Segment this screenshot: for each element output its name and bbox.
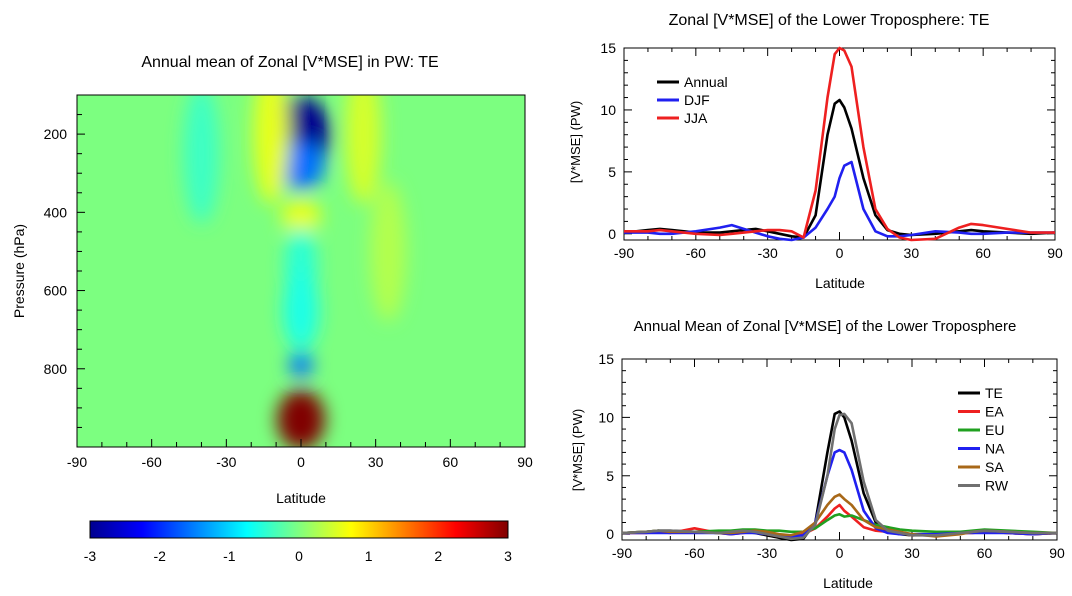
- x-tick-label: -90: [614, 245, 634, 261]
- y-tick-label: 10: [598, 409, 614, 425]
- legend-label: EU: [985, 422, 1004, 438]
- x-tick-label: 90: [517, 454, 533, 470]
- heatmap-panel: Annual mean of Zonal [V*MSE] in PW: TE -…: [11, 54, 533, 564]
- y-tick-label: 0: [608, 226, 616, 242]
- x-tick-label: 0: [297, 454, 305, 470]
- x-tick-label: 30: [904, 545, 920, 561]
- legend-label: EA: [985, 404, 1004, 420]
- colorbar: -3 -2 -1 0 1 2 3: [84, 520, 512, 564]
- x-tick-label: -30: [758, 245, 778, 261]
- x-tick-label: 60: [977, 545, 993, 561]
- heatmap-cell: [370, 181, 407, 322]
- x-tick-label: -60: [142, 454, 162, 470]
- x-tick-label: 30: [368, 454, 384, 470]
- y-tick-label: 800: [44, 361, 68, 377]
- y-tick-label: 5: [608, 164, 616, 180]
- x-tick-label: 60: [975, 245, 991, 261]
- y-tick-label: 400: [44, 204, 68, 220]
- heatmap-cell: [345, 95, 382, 205]
- x-tick-label: -90: [67, 454, 87, 470]
- y-tick-label: 15: [600, 40, 616, 56]
- top-chart-xlabel: Latitude: [815, 275, 865, 291]
- heatmap-cell: [183, 95, 220, 224]
- legend-label: SA: [985, 459, 1004, 475]
- colorbar-tick-label: 1: [365, 548, 373, 564]
- heatmap-cell: [283, 270, 319, 351]
- colorbar-ticks: -3 -2 -1 0 1 2 3: [84, 548, 512, 564]
- y-tick-label: 600: [44, 283, 68, 299]
- y-tick-label: 15: [598, 351, 614, 367]
- series-line-jja: [624, 46, 1055, 242]
- heatmap-axes: -90 -60 -30 0 30 60 90 200 400 600 800: [44, 114, 533, 470]
- x-tick-label: 90: [1049, 545, 1065, 561]
- heatmap-cell: [277, 141, 325, 190]
- y-tick-label: 10: [600, 102, 616, 118]
- heatmap-cell: [289, 352, 313, 377]
- x-tick-label: 0: [836, 245, 844, 261]
- legend-label: TE: [985, 385, 1003, 401]
- top-chart-title: Zonal [V*MSE] of the Lower Troposphere: …: [669, 12, 990, 29]
- heatmap-cell: [281, 198, 321, 235]
- line-chart-te-seasons: Zonal [V*MSE] of the Lower Troposphere: …: [568, 12, 1063, 291]
- legend-label: JJA: [684, 110, 708, 126]
- y-tick-label: 5: [606, 468, 614, 484]
- heatmap-cell: [277, 389, 325, 447]
- line-chart-regions: Annual Mean of Zonal [V*MSE] of the Lowe…: [570, 318, 1065, 591]
- series-line-djf: [624, 160, 1055, 242]
- x-tick-label: -30: [757, 545, 777, 561]
- legend-label: DJF: [684, 92, 710, 108]
- x-tick-label: 60: [443, 454, 459, 470]
- bottom-chart-title: Annual Mean of Zonal [V*MSE] of the Lowe…: [634, 318, 1017, 335]
- x-tick-label: 90: [1047, 245, 1063, 261]
- legend-label: NA: [985, 441, 1005, 457]
- legend-label: Annual: [684, 74, 728, 90]
- colorbar-tick-label: -2: [153, 548, 166, 564]
- heatmap-title: Annual mean of Zonal [V*MSE] in PW: TE: [141, 54, 438, 71]
- series-line-rw: [621, 412, 1057, 541]
- y-tick-label: 0: [606, 526, 614, 542]
- x-tick-label: -60: [686, 245, 706, 261]
- heatmap-cell: [253, 95, 290, 205]
- colorbar-gradient: [89, 520, 509, 539]
- legend-label: RW: [985, 478, 1009, 494]
- bottom-chart-plot: -90 -60 -30 0 30 60 90 0 5 10 15 TE EA EU NA SA RW: [598, 351, 1065, 561]
- top-chart-plot: -90 -60 -30 0 30 60 90 0 5 10 15 Annual DJF JJA: [600, 40, 1063, 261]
- colorbar-tick-label: -1: [223, 548, 236, 564]
- top-chart-ylabel: [V*MSE] (PW): [568, 101, 583, 183]
- heatmap-ylabel: Pressure (hPa): [11, 224, 27, 318]
- x-tick-label: 30: [904, 245, 920, 261]
- bottom-chart-ylabel: [V*MSE] (PW): [570, 409, 585, 491]
- colorbar-tick-label: 2: [434, 548, 442, 564]
- heatmap-field: [183, 95, 407, 447]
- x-tick-label: -30: [216, 454, 236, 470]
- colorbar-tick-label: 3: [504, 548, 512, 564]
- colorbar-tick-label: 0: [295, 548, 303, 564]
- x-tick-label: -90: [612, 545, 632, 561]
- colorbar-tick-label: -3: [84, 548, 97, 564]
- x-tick-label: -60: [684, 545, 704, 561]
- y-tick-label: 200: [44, 126, 68, 142]
- heatmap-xlabel: Latitude: [276, 490, 326, 506]
- x-tick-label: 0: [836, 545, 844, 561]
- bottom-chart-xlabel: Latitude: [823, 575, 873, 591]
